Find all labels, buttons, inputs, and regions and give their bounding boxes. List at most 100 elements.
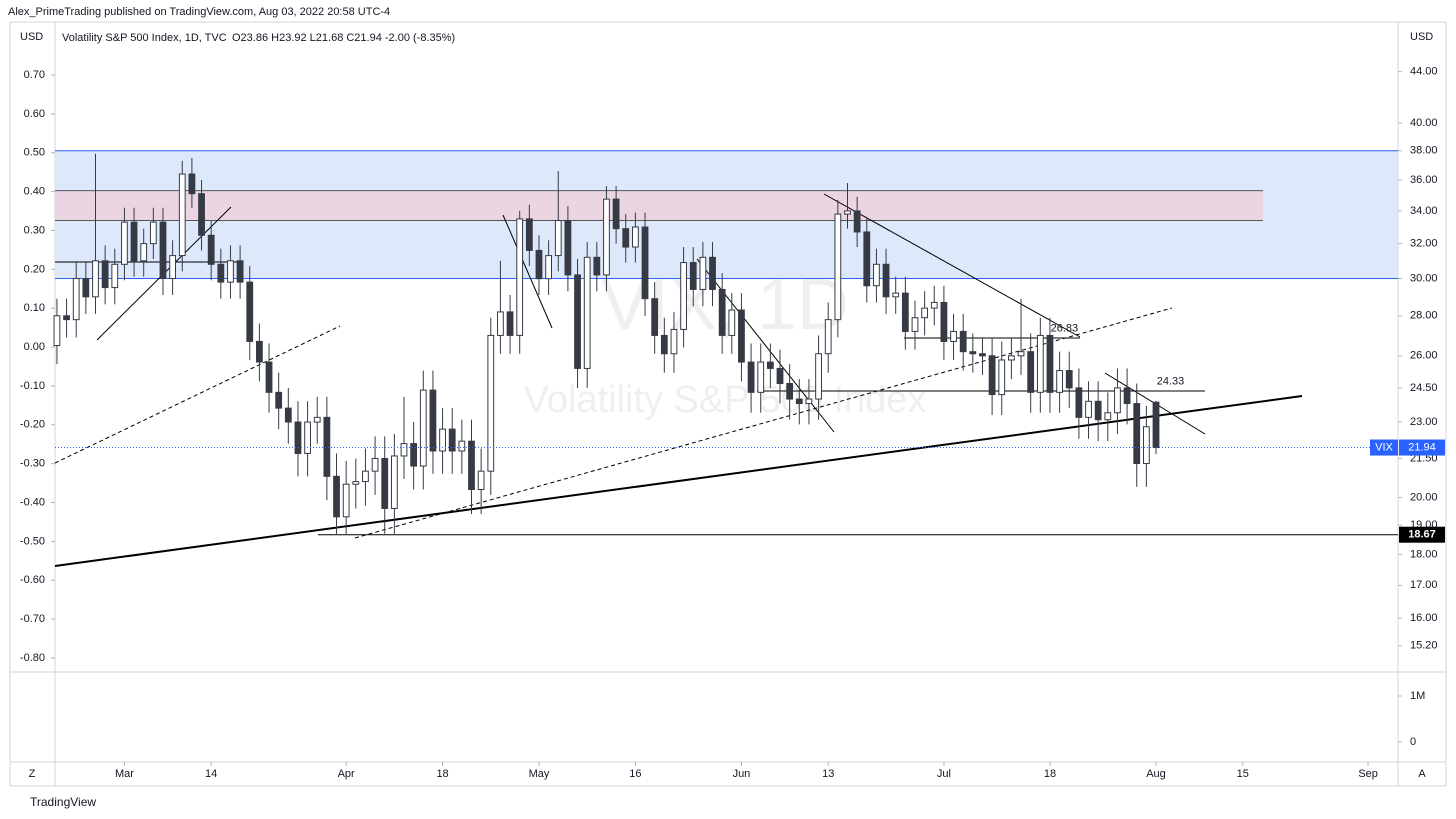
candle-body <box>1008 355 1015 361</box>
candle-body <box>448 428 456 452</box>
y-tick-label: 30.00 <box>1410 272 1438 284</box>
candle-body <box>1056 370 1063 393</box>
candle-body <box>1152 401 1160 449</box>
candle-body <box>371 457 379 472</box>
candle-body <box>699 256 707 290</box>
candle-body <box>950 330 957 342</box>
watermark-sub: Volatility S&P 500 Index <box>524 379 927 421</box>
candle-body <box>545 255 553 280</box>
trend-lines <box>54 193 1303 567</box>
y2-tick-label: 0.60 <box>24 108 45 120</box>
candle-body <box>1114 387 1121 414</box>
candle-body <box>1046 334 1054 393</box>
zoom-button[interactable]: Z <box>29 768 36 780</box>
y2-tick-label: -0.50 <box>20 535 45 547</box>
x-tick-label: Sep <box>1358 768 1378 780</box>
candle-body <box>641 226 649 300</box>
candle-body <box>178 173 186 257</box>
candle-body <box>998 359 1006 396</box>
candle-body <box>786 383 794 400</box>
candle-body <box>612 198 620 230</box>
candle-body <box>882 263 890 298</box>
candle-body <box>342 483 350 518</box>
candle-body <box>217 263 225 283</box>
candle-body <box>757 361 765 393</box>
y-tick-label: 28.00 <box>1410 310 1438 322</box>
y-tick-label: 34.00 <box>1410 205 1438 217</box>
candle-body <box>892 292 900 298</box>
candle-body <box>92 260 99 298</box>
candle-body <box>776 367 784 385</box>
candle-body <box>1017 351 1025 357</box>
y-tick-label: 32.00 <box>1410 238 1438 250</box>
auto-button[interactable]: A <box>1418 768 1426 780</box>
candle-body <box>988 355 996 396</box>
candle-body <box>969 351 977 355</box>
candle-body <box>468 440 475 490</box>
y2-tick-label: 0.30 <box>24 224 45 236</box>
candle-body <box>1142 426 1150 465</box>
candle-body <box>255 340 263 363</box>
trend-line <box>54 325 341 464</box>
candle-body <box>82 278 90 298</box>
candle-body <box>352 481 360 485</box>
candle-body <box>824 319 832 355</box>
candle-body <box>554 220 562 257</box>
x-tick-label: Jun <box>733 768 751 780</box>
y2-tick-label: -0.70 <box>20 613 45 625</box>
last-price-badge <box>1399 439 1445 456</box>
y2-tick-label: 0.20 <box>24 263 45 275</box>
y-tick-label: 20.00 <box>1410 491 1438 503</box>
candle-body <box>709 256 716 290</box>
y2-tick-label: -0.20 <box>20 419 45 431</box>
candle-body <box>844 210 851 215</box>
candle-body <box>940 301 948 342</box>
annotation: 26.83 <box>1051 323 1079 335</box>
candle-body <box>660 334 668 355</box>
candle-body <box>921 307 929 319</box>
candle-body <box>381 457 389 509</box>
candle-body <box>815 353 822 400</box>
legend-title: Volatility S&P 500 Index, 1D, TVC <box>62 32 227 44</box>
x-tick-label: 16 <box>629 768 641 780</box>
y2-tick-label: 0.40 <box>24 186 45 198</box>
candle-body <box>564 220 572 276</box>
y2-tick-label: -0.60 <box>20 574 45 586</box>
candle-body <box>1104 412 1112 421</box>
currency-right: USD <box>1410 31 1433 43</box>
y-tick-label: 24.50 <box>1410 382 1438 394</box>
candle-body <box>63 315 70 321</box>
y-tick-label: 18.00 <box>1410 548 1438 560</box>
candle-body <box>419 389 427 467</box>
candle-body <box>911 317 919 332</box>
legend-ohlc: O23.86 H23.92 L21.68 C21.94 -2.00 (-8.35… <box>232 32 455 44</box>
candle-body <box>1133 403 1141 465</box>
price-line-label: 18.67 <box>1408 529 1436 541</box>
candle-body <box>400 443 408 457</box>
candle-body <box>574 274 581 369</box>
candle-body <box>497 311 504 336</box>
x-tick-label: Aug <box>1146 768 1166 780</box>
candle-body <box>265 361 273 393</box>
candle-body <box>728 309 736 336</box>
candle-body <box>111 263 119 289</box>
candle-body <box>487 334 495 472</box>
y-tick-label: 23.00 <box>1410 416 1438 428</box>
candle-body <box>516 218 524 336</box>
annotation: 24.33 <box>1157 376 1185 388</box>
y-tick-label: 38.00 <box>1410 145 1438 157</box>
candle-body <box>863 231 871 287</box>
candle-body <box>766 361 774 369</box>
candle-body <box>477 470 485 490</box>
candle-body <box>294 421 302 454</box>
candle-body <box>979 353 986 357</box>
candle-body <box>236 260 244 283</box>
y-tick-label: 36.00 <box>1410 174 1438 186</box>
y2-tick-label: 0.00 <box>24 341 45 353</box>
x-tick-label: Jul <box>937 768 951 780</box>
candle-body <box>853 210 861 233</box>
trend-line <box>54 395 1303 567</box>
y-tick-label: 26.00 <box>1410 350 1438 362</box>
x-tick-label: 14 <box>205 768 217 780</box>
